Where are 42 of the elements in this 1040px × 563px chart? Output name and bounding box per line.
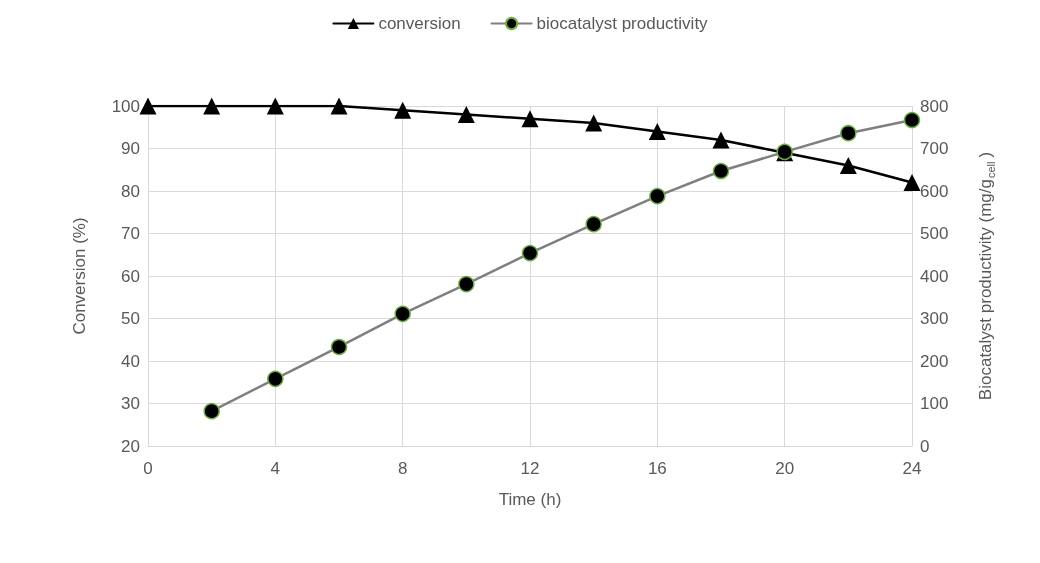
point (903, 174, 921, 191)
point (585, 114, 603, 132)
point (839, 157, 857, 174)
point (521, 110, 539, 128)
x-tick-label: 24 (902, 459, 922, 478)
y-tick-label: 30 (121, 394, 140, 413)
y2-tick-label: 500 (920, 224, 949, 243)
point (712, 131, 730, 149)
legend-label: biocatalyst productivity (536, 14, 709, 33)
legend-label: conversion (378, 14, 461, 33)
y2-axis-title: Biocatalyst productivity (mg/gcell) (975, 151, 997, 401)
point (139, 97, 157, 115)
x-tick-label: 0 (143, 459, 153, 478)
y2-tick-label: 0 (920, 436, 930, 456)
x-tick-label: 16 (647, 459, 667, 478)
x-tick-label: 8 (397, 459, 408, 478)
y-tick-label: 90 (121, 139, 140, 158)
y2-tick-label: 200 (920, 351, 949, 371)
y-tick-label: 60 (121, 266, 140, 286)
y2-tick-label: 300 (920, 309, 949, 328)
y2-tick-label: 600 (920, 181, 949, 201)
point (330, 97, 348, 115)
y-tick-label: 50 (121, 309, 140, 328)
x-tick-label: 4 (270, 459, 281, 478)
y-tick-label: 40 (121, 351, 140, 371)
x-tick-label: 12 (520, 459, 540, 478)
y-tick-label: 100 (111, 96, 140, 116)
point (457, 106, 475, 123)
x-axis-title: Time (h) (498, 490, 562, 509)
x-tick-label: 20 (775, 459, 795, 478)
y-tick-label: 70 (121, 224, 140, 243)
y2-tick-label: 400 (920, 266, 949, 286)
y2-tick-label: 800 (920, 96, 949, 116)
y-tick-label: 80 (121, 181, 140, 201)
y-axis-title: Conversion (%) (70, 217, 89, 335)
y-tick-label: 20 (121, 436, 140, 456)
y2-tick-label: 100 (920, 394, 949, 413)
point (648, 123, 666, 140)
point (394, 101, 412, 119)
y2-tick-label: 700 (920, 139, 949, 158)
point (266, 97, 284, 115)
point (203, 97, 221, 115)
